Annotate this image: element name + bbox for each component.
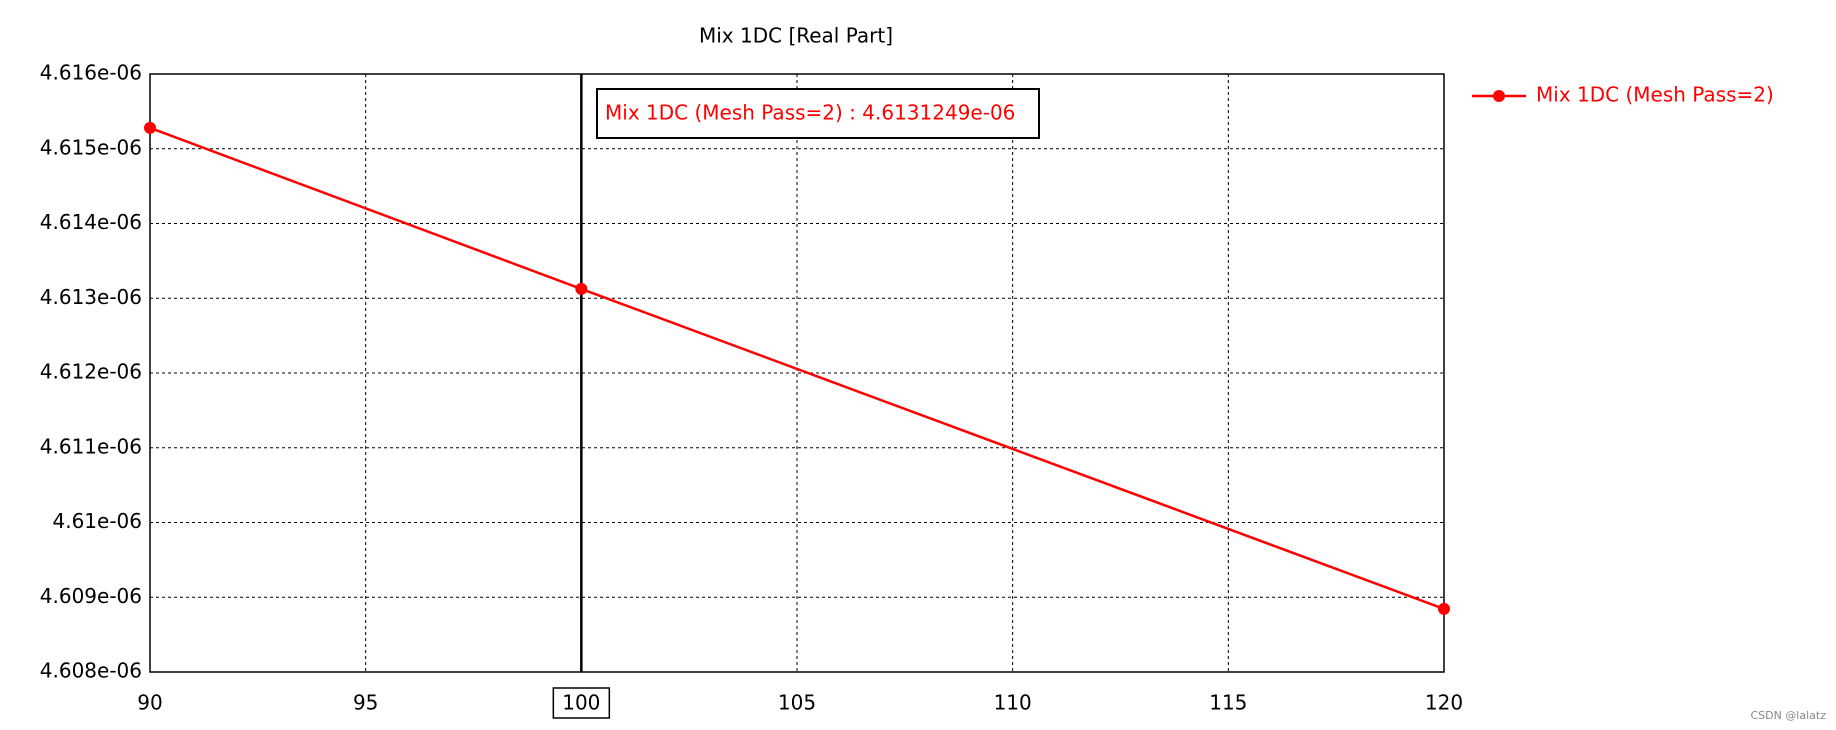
x-tick-label: 110 (994, 691, 1032, 715)
x-tick-label: 105 (778, 691, 816, 715)
annotation-box (596, 88, 1040, 139)
x-tick-label: 95 (353, 691, 378, 715)
plot-frame (149, 73, 1445, 673)
y-tick-label: 4.612e-06 (40, 360, 142, 384)
x-tick-label: 90 (137, 691, 162, 715)
y-tick-label: 4.611e-06 (40, 434, 142, 458)
x-tick-label: 120 (1425, 691, 1463, 715)
legend-marker (1493, 90, 1505, 102)
point (144, 121, 156, 134)
y-tick-label: 4.609e-06 (40, 584, 142, 608)
watermark: CSDN @lalatz (1750, 709, 1826, 722)
x-tick-label: 100 (562, 691, 600, 715)
chart-title: Mix 1DC [Real Part] (699, 24, 893, 48)
y-tick-label: 4.61e-06 (52, 509, 142, 533)
point (575, 282, 588, 295)
point (1438, 602, 1450, 615)
x-tick-label: 115 (1209, 691, 1247, 715)
y-tick-label: 4.613e-06 (40, 285, 142, 309)
cursor-label-box (552, 687, 611, 719)
y-tick-label: 4.615e-06 (40, 135, 142, 159)
y-tick-label: 4.616e-06 (40, 61, 142, 85)
legend-label: Mix 1DC (Mesh Pass=2) (1536, 83, 1774, 107)
y-tick-label: 4.608e-06 (40, 659, 142, 683)
y-tick-label: 4.614e-06 (40, 210, 142, 234)
annotation: Mix 1DC (Mesh Pass=2) : 4.6131249e-06 (605, 101, 1015, 125)
